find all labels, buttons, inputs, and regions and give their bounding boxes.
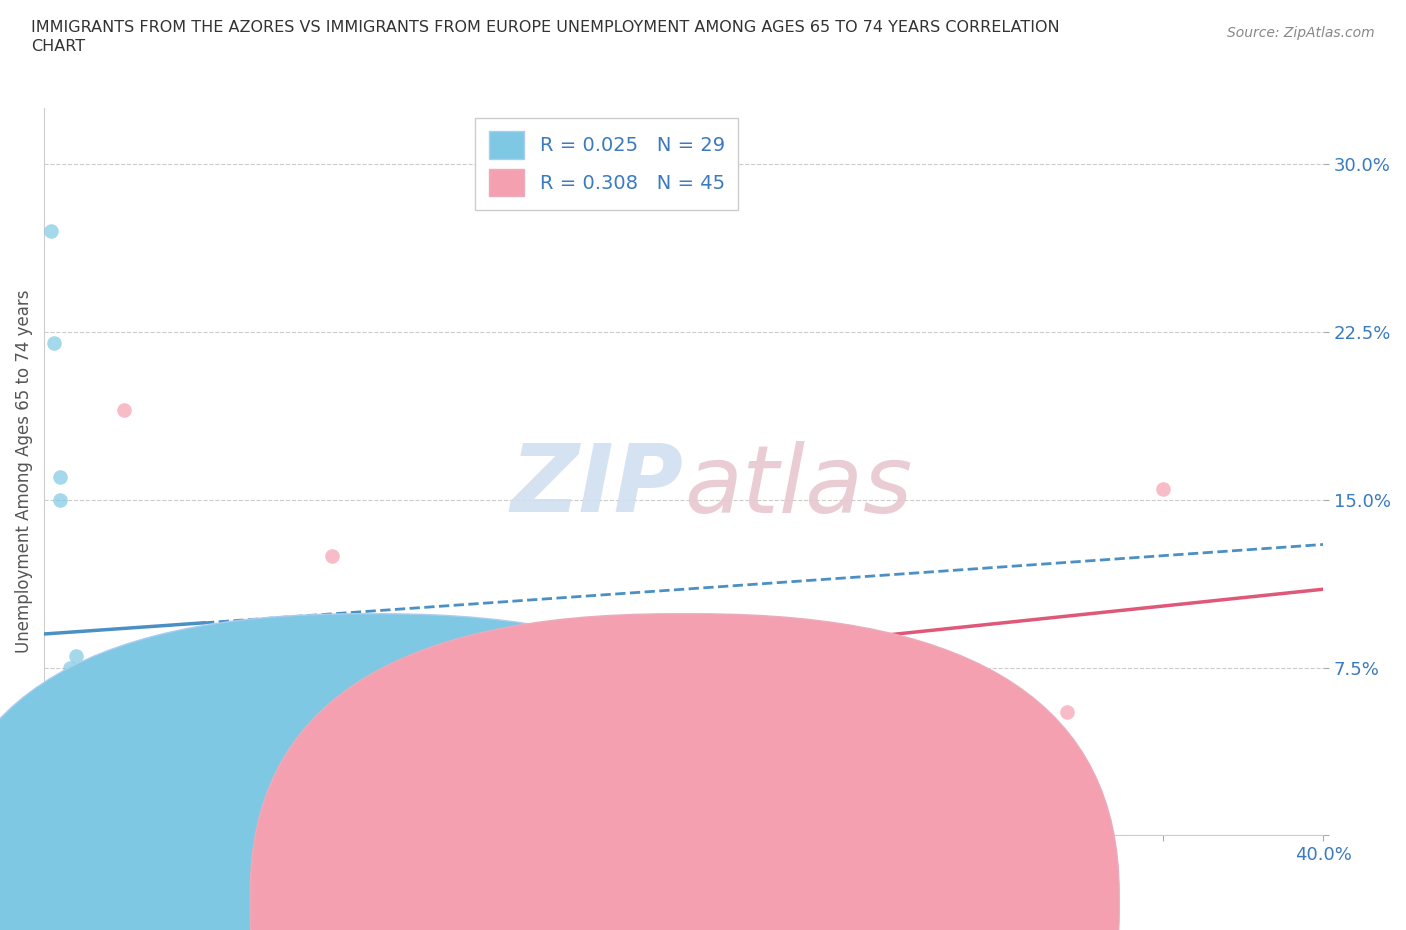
Point [208, 676, 231, 691]
Point [103, 660, 125, 675]
Point [80, 671, 103, 686]
Point [49, 492, 72, 507]
Point [177, 683, 200, 698]
Y-axis label: Unemployment Among Ages 65 to 74 years: Unemployment Among Ages 65 to 74 years [15, 290, 32, 654]
Point [42, 705, 65, 720]
Point [52, 671, 75, 686]
Point [90, 683, 112, 698]
Legend: R = 0.025   N = 29, R = 0.308   N = 45: R = 0.025 N = 29, R = 0.308 N = 45 [475, 118, 738, 209]
Point [62, 676, 84, 691]
Point [75, 676, 97, 691]
Point [97, 694, 120, 709]
Point [257, 660, 280, 675]
Point [193, 671, 215, 686]
Point [42, 772, 65, 787]
Point [928, 671, 950, 686]
Point [112, 694, 135, 709]
Point [55, 683, 77, 698]
Point [52, 683, 75, 698]
Point [67, 671, 90, 686]
Point [65, 683, 87, 698]
Point [42, 694, 65, 709]
Point [42, 336, 65, 351]
Point [129, 721, 152, 736]
Point [94, 694, 117, 709]
Point [225, 660, 247, 675]
Point [1152, 481, 1174, 496]
Point [544, 676, 567, 691]
Point [112, 403, 135, 418]
Point [103, 705, 125, 720]
Point [72, 683, 94, 698]
Point [80, 683, 103, 698]
Point [672, 660, 695, 675]
Point [39, 761, 62, 776]
Point [240, 683, 263, 698]
Point [288, 676, 311, 691]
Point [145, 660, 167, 675]
Point [59, 660, 82, 675]
Point [65, 649, 87, 664]
Point [87, 660, 110, 675]
Point [77, 694, 100, 709]
Point [800, 683, 823, 698]
Point [120, 676, 142, 691]
Point [97, 671, 120, 686]
Text: IMMIGRANTS FROM THE AZORES VS IMMIGRANTS FROM EUROPE UNEMPLOYMENT AMONG AGES 65 : IMMIGRANTS FROM THE AZORES VS IMMIGRANTS… [31, 20, 1060, 35]
Point [55, 683, 77, 698]
Point [84, 694, 107, 709]
Point [353, 667, 375, 682]
Point [1056, 705, 1078, 720]
Point [77, 667, 100, 682]
Point [39, 223, 62, 238]
Point [67, 671, 90, 686]
Point [110, 683, 132, 698]
Point [321, 548, 343, 563]
Point [49, 470, 72, 485]
Point [84, 683, 107, 698]
Point [45, 705, 67, 720]
Point [90, 676, 112, 691]
Point [138, 683, 160, 698]
Point [609, 705, 631, 720]
Point [87, 705, 110, 720]
Point [65, 676, 87, 691]
Text: Immigrants from Europe: Immigrants from Europe [641, 892, 844, 910]
Text: ZIP: ZIP [510, 440, 683, 532]
Text: Immigrants from the Azores: Immigrants from the Azores [287, 892, 520, 910]
Point [72, 676, 94, 691]
Point [416, 683, 439, 698]
Text: CHART: CHART [31, 39, 84, 54]
Point [39, 694, 62, 709]
Point [49, 676, 72, 691]
Point [75, 660, 97, 675]
Point [62, 667, 84, 682]
Point [160, 667, 183, 682]
Text: atlas: atlas [683, 441, 912, 532]
Point [481, 671, 503, 686]
Point [122, 716, 145, 731]
Point [129, 671, 152, 686]
Point [45, 683, 67, 698]
Point [59, 694, 82, 709]
Point [80, 671, 103, 686]
Text: Source: ZipAtlas.com: Source: ZipAtlas.com [1227, 26, 1375, 40]
Point [55, 671, 77, 686]
